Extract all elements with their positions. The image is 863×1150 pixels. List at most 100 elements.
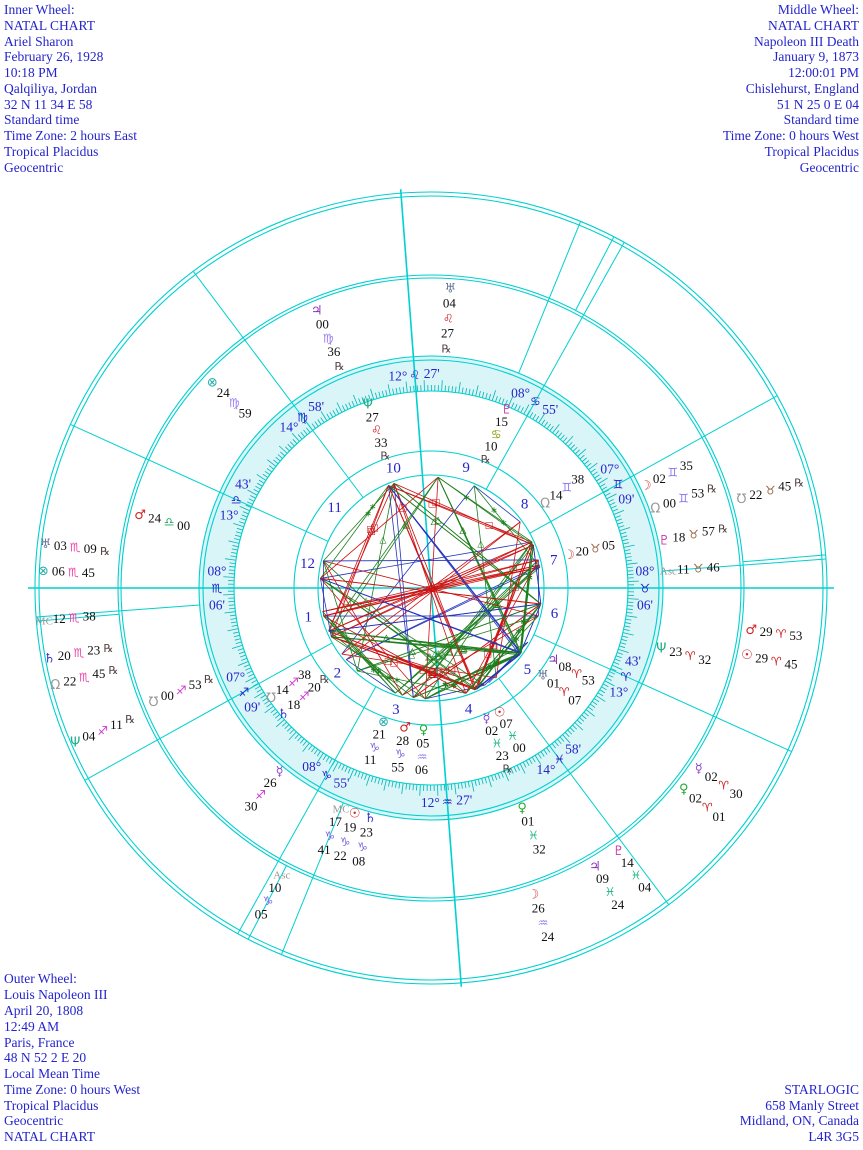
text-line: NATAL CHART <box>4 1129 95 1145</box>
middle-south-node-minutes: 53 <box>189 677 202 692</box>
outer-venus-glyph: ♀ <box>679 782 689 797</box>
degree-tick <box>409 386 412 393</box>
degree-tick <box>241 657 248 661</box>
outer-north-node-sign-icon: ♏ <box>79 671 90 685</box>
aspect-marker-icon: △ <box>402 519 409 529</box>
degree-tick <box>409 783 411 790</box>
aspect-line <box>328 630 414 698</box>
degree-tick <box>610 505 617 509</box>
house-number-6: 6 <box>551 606 559 622</box>
cusp-2-label-deg: 07° <box>226 670 245 685</box>
aspect-marker-icon: △ <box>459 526 466 536</box>
middle-mc-axis <box>280 802 344 955</box>
degree-tick <box>233 631 240 634</box>
text-line: Tropical Placidus <box>4 1097 99 1113</box>
degree-tick <box>625 556 632 558</box>
text-line: Time Zone: 0 hours West <box>722 128 859 144</box>
degree-tick <box>401 782 404 794</box>
degree-tick <box>543 421 549 428</box>
degree-tick <box>275 456 281 462</box>
aspect-marker-icon: □ <box>419 666 428 676</box>
degree-tick <box>619 645 626 649</box>
degree-tick <box>353 394 358 406</box>
cusp-7-label-deg: 08° <box>636 564 655 579</box>
inner-sun-sign-icon: ♓ <box>507 729 518 743</box>
cusp-10-label-sign: ♌ <box>409 368 420 382</box>
degree-tick <box>365 775 371 786</box>
middle-sun-glyph: ☉ <box>349 806 361 821</box>
degree-tick <box>626 562 638 565</box>
inner-jupiter-glyph: ♃ <box>548 653 560 668</box>
degree-tick <box>604 680 615 687</box>
text-line: Time Zone: 0 hours West <box>4 1081 141 1097</box>
degree-tick <box>351 400 355 407</box>
degree-tick <box>413 385 415 392</box>
middle-mercury-glyph: ☿ <box>276 765 284 780</box>
aspect-marker-icon: ∗ <box>370 666 378 676</box>
outer-north-node-retrograde: ℞ <box>109 664 119 677</box>
aspect-line <box>328 630 476 691</box>
text-line: 51 N 25 0 E 04 <box>776 96 859 112</box>
house-cusp-line <box>533 634 792 753</box>
outer-uranus-sign-icon: ♏ <box>70 540 81 554</box>
degree-tick <box>514 403 518 410</box>
degree-tick <box>246 501 253 505</box>
aspect-line <box>519 603 542 655</box>
text-line: NATAL CHART <box>768 17 859 33</box>
house-cusp-line <box>485 242 625 490</box>
degree-tick <box>284 724 290 730</box>
degree-tick <box>236 527 243 531</box>
outer-saturn-degrees: 20 <box>58 648 71 663</box>
degree-tick <box>606 677 612 681</box>
degree-tick <box>289 729 295 735</box>
degree-tick <box>395 781 397 788</box>
middle-uranus-degrees: 04 <box>443 296 457 311</box>
outer-south-node-glyph: ℧ <box>737 492 747 507</box>
degree-tick <box>587 706 594 711</box>
degree-tick <box>451 386 453 393</box>
aspect-line <box>473 485 521 523</box>
aspect-marker-icon: ∗ <box>450 681 458 691</box>
outer-south-node-retrograde: ℞ <box>794 476 804 489</box>
degree-tick <box>614 515 621 519</box>
degree-tick <box>268 465 275 470</box>
degree-tick <box>231 552 238 554</box>
inner-neptune-glyph: Ψ <box>363 398 373 413</box>
aspect-marker-icon: △ <box>435 516 442 526</box>
degree-tick <box>228 604 235 606</box>
degree-tick <box>338 763 342 769</box>
text-line: 12:49 AM <box>4 1018 60 1034</box>
middle-asc-axis <box>662 558 826 572</box>
degree-tick <box>519 763 526 774</box>
middle-neptune-degrees: 23 <box>669 644 682 659</box>
middle-jupiter-sign-icon: ♍ <box>323 331 334 345</box>
inner-venus-glyph: ♀ <box>419 723 429 738</box>
degree-tick <box>230 621 238 624</box>
degree-tick <box>625 618 632 621</box>
degree-tick <box>266 468 273 473</box>
degree-tick <box>507 769 511 776</box>
degree-tick <box>316 750 321 757</box>
middle-sun-degrees: 19 <box>343 820 356 835</box>
degree-tick <box>320 417 325 423</box>
degree-tick <box>474 779 477 786</box>
degree-tick <box>471 389 474 396</box>
outer-fortune-degrees: 06 <box>52 564 66 579</box>
outer-jupiter-minutes: 24 <box>611 897 625 912</box>
degree-tick <box>266 703 272 708</box>
inner-sun-minutes: 00 <box>513 740 526 755</box>
degree-tick <box>326 413 331 420</box>
degree-tick <box>458 382 461 394</box>
aspect-line <box>322 559 539 612</box>
aspect-line <box>341 485 475 655</box>
outer-north-node-minutes: 45 <box>92 666 105 681</box>
aspect-marker-icon: △ <box>383 633 390 643</box>
degree-tick <box>294 733 300 739</box>
text-line: Middle Wheel: <box>777 2 859 17</box>
starlogic-address: STARLOGIC 658 Manly Street Midland, ON, Ca… <box>740 1082 859 1145</box>
degree-tick <box>320 411 328 421</box>
middle-saturn-glyph: ♄ <box>364 811 376 826</box>
aspect-marker-icon: ∗ <box>375 667 383 677</box>
aspect-marker-icon: △ <box>363 597 370 607</box>
degree-tick <box>591 700 598 706</box>
